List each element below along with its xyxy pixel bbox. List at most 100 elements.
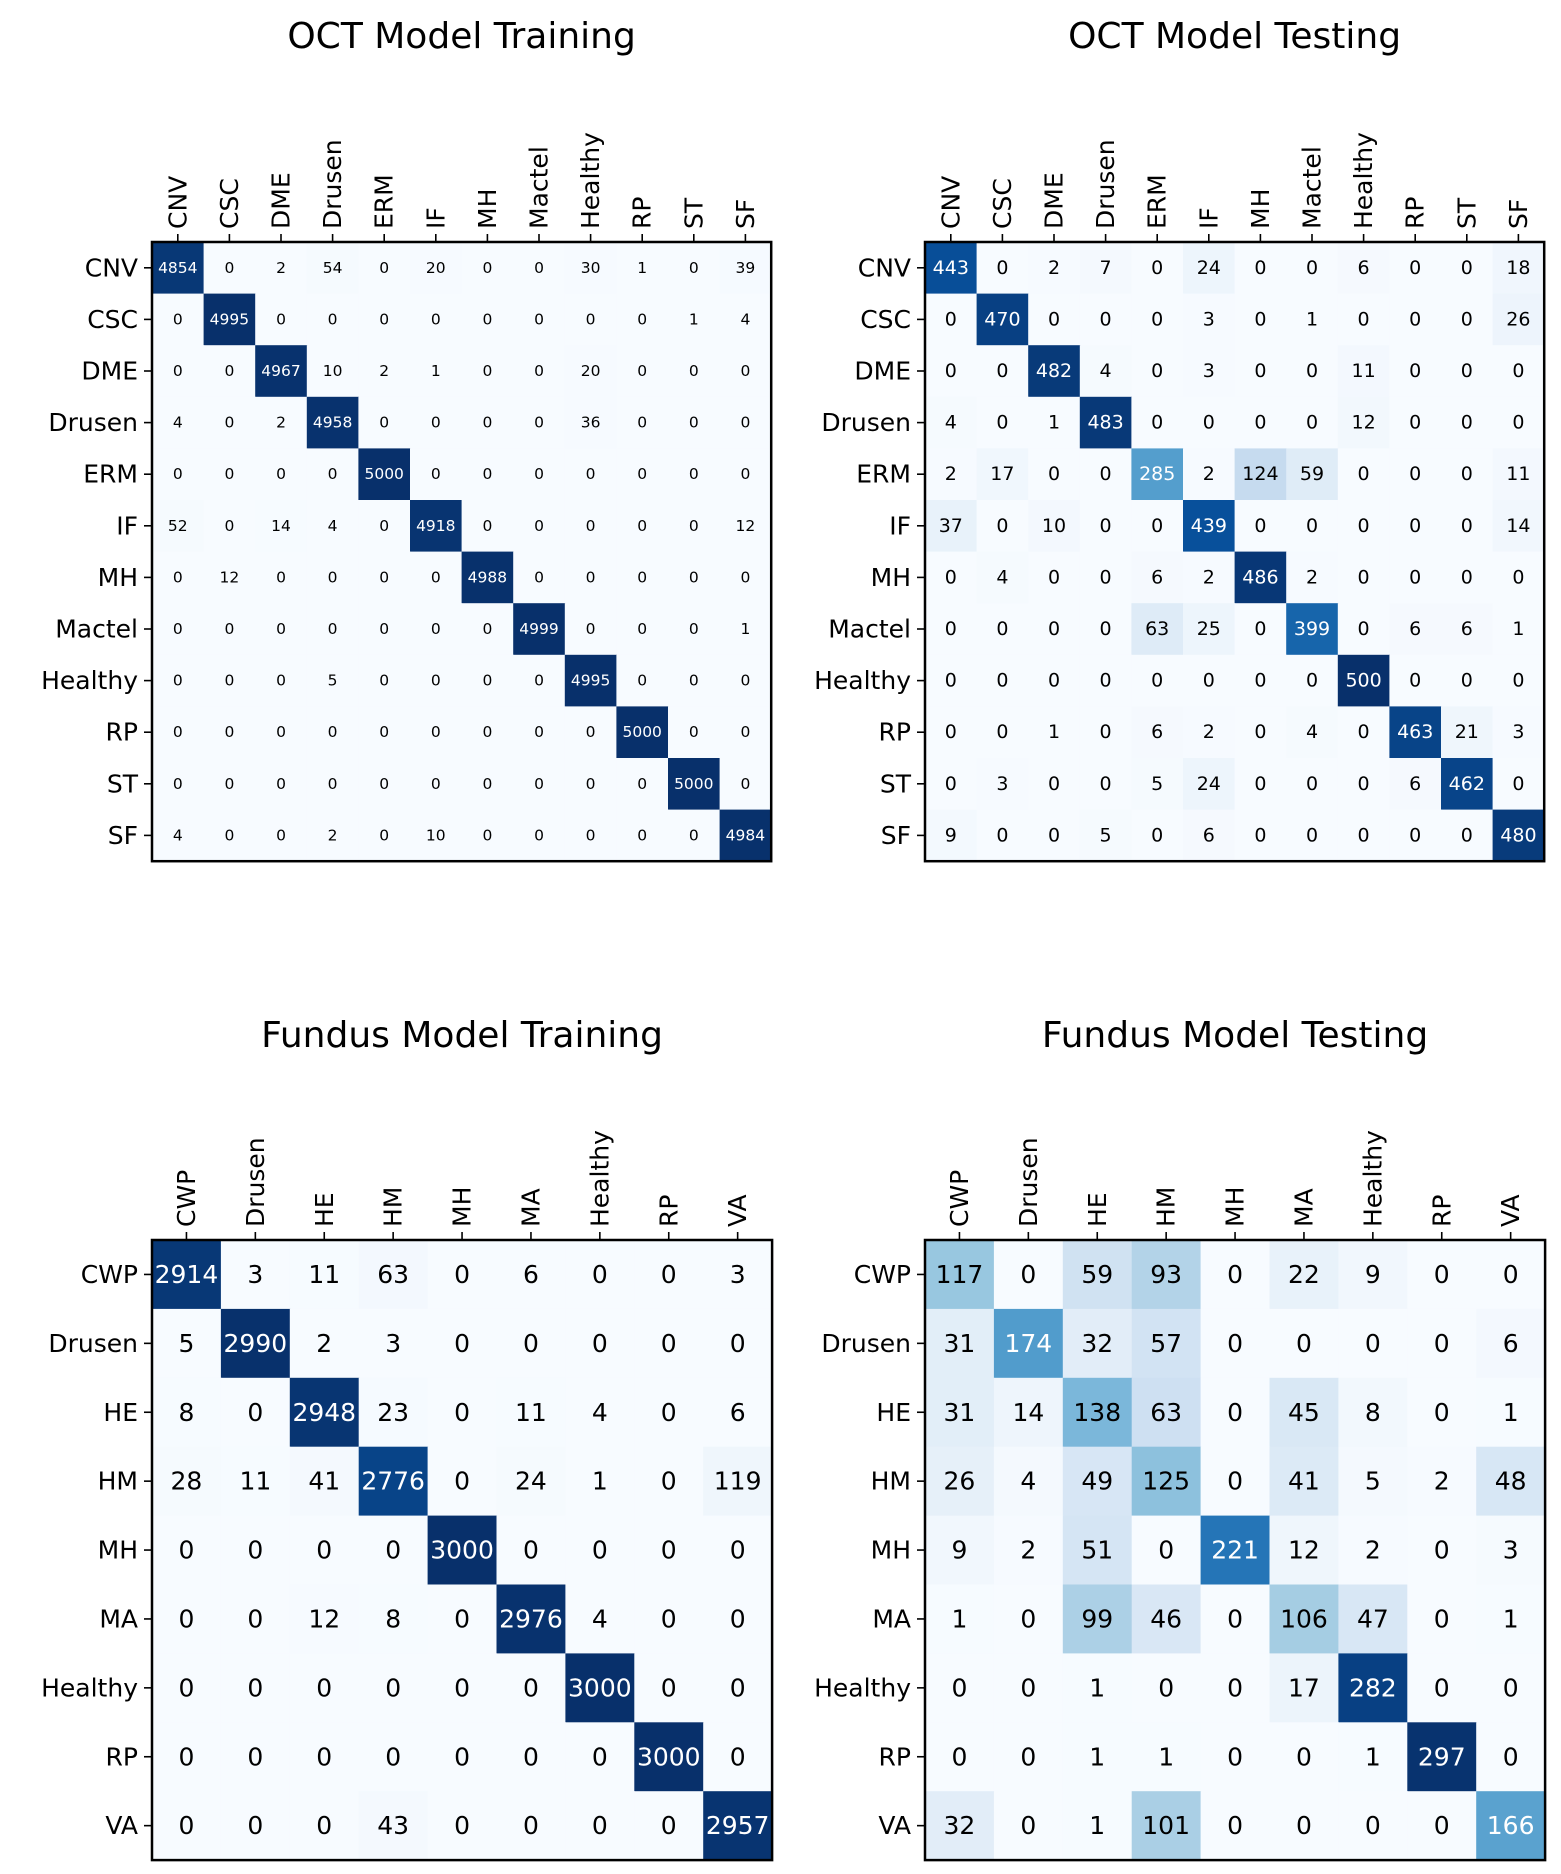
column-label: Drusen xyxy=(1091,139,1120,229)
matrix-cell xyxy=(1441,551,1494,604)
matrix-cell xyxy=(410,758,463,811)
matrix-cell xyxy=(410,345,463,398)
cell-value-label: 221 xyxy=(1211,1536,1259,1565)
matrix-cell xyxy=(1269,1240,1339,1310)
matrix-cell xyxy=(1234,551,1287,604)
cell-value-label: 3 xyxy=(730,1260,746,1289)
cell-value-label: 0 xyxy=(328,620,338,638)
matrix-cell xyxy=(289,1446,360,1517)
cell-value-label: 63 xyxy=(1145,618,1169,640)
matrix-cell xyxy=(616,345,669,398)
matrix-cell xyxy=(1407,1584,1477,1654)
cell-value-label: 483 xyxy=(1087,412,1123,434)
matrix-cell xyxy=(1338,1791,1408,1861)
matrix-cell xyxy=(1337,654,1390,707)
matrix-cell xyxy=(1492,448,1545,501)
cell-value-label: 1 xyxy=(1089,1742,1105,1771)
matrix-frame xyxy=(150,240,773,863)
row-label: MH xyxy=(871,1536,911,1565)
matrix-cell xyxy=(993,1308,1064,1379)
column-label: MH xyxy=(473,189,502,229)
matrix-cell xyxy=(1338,1722,1408,1792)
cell-value-label: 31 xyxy=(944,1398,976,1427)
matrix-cell xyxy=(634,1722,704,1792)
matrix-cell xyxy=(358,1722,429,1792)
matrix-cell xyxy=(1234,654,1287,707)
matrix-cell xyxy=(719,654,772,707)
matrix-cell xyxy=(1062,1584,1133,1654)
matrix-cell xyxy=(152,1722,222,1792)
matrix-cell xyxy=(152,1240,222,1310)
matrix-cell xyxy=(152,293,205,346)
matrix-cell xyxy=(358,654,411,707)
matrix-cell xyxy=(925,1722,995,1792)
matrix-cell xyxy=(1337,758,1390,811)
matrix-cell xyxy=(1062,1722,1133,1792)
cell-value-label: 0 xyxy=(1409,670,1421,692)
cell-value-label: 0 xyxy=(661,1467,677,1496)
cell-value-label: 0 xyxy=(178,1742,194,1771)
matrix-cell xyxy=(1441,706,1494,759)
matrix-cell xyxy=(1234,706,1287,759)
cell-value-label: 59 xyxy=(1081,1260,1113,1289)
cell-value-label: 0 xyxy=(454,1467,470,1496)
matrix-cell xyxy=(203,293,256,346)
cell-value-label: 0 xyxy=(482,672,492,690)
matrix-cell xyxy=(1286,500,1339,553)
cell-value-label: 0 xyxy=(1020,1742,1036,1771)
cell-value-label: 5 xyxy=(1151,773,1163,795)
matrix-cell xyxy=(203,654,256,707)
matrix-cell xyxy=(1476,1791,1546,1861)
cell-value-label: 0 xyxy=(1254,515,1266,537)
cell-value-label: 6 xyxy=(1151,721,1163,743)
matrix-cell xyxy=(1337,706,1390,759)
cell-value-label: 0 xyxy=(1227,1742,1243,1771)
matrix-cell xyxy=(616,293,669,346)
row-label: Healthy xyxy=(814,1673,911,1702)
cell-value-label: 0 xyxy=(224,517,234,535)
matrix-cell xyxy=(925,809,978,862)
cell-value-label: 0 xyxy=(689,672,699,690)
cell-value-label: 0 xyxy=(1512,773,1524,795)
cell-value-label: 117 xyxy=(936,1260,984,1289)
matrix-cell xyxy=(410,293,463,346)
column-label: MH xyxy=(448,1187,477,1227)
cell-value-label: 43 xyxy=(377,1811,409,1840)
matrix-cell xyxy=(1407,1722,1477,1792)
matrix-cell xyxy=(220,1722,291,1792)
column-label: HE xyxy=(1083,1192,1112,1227)
cell-value-label: 0 xyxy=(224,775,234,793)
cell-value-label: 5 xyxy=(178,1329,194,1358)
cell-value-label: 2 xyxy=(945,463,957,485)
cell-value-label: 0 xyxy=(1306,412,1318,434)
chart-title: OCT Model Training xyxy=(287,16,636,57)
cell-value-label: 0 xyxy=(534,775,544,793)
cell-value-label: 2 xyxy=(1203,463,1215,485)
matrix-cell xyxy=(1183,706,1236,759)
cell-value-label: 0 xyxy=(586,310,596,328)
matrix-cell xyxy=(1269,1722,1339,1792)
matrix-cell xyxy=(1476,1515,1546,1586)
cell-value-label: 0 xyxy=(1461,670,1473,692)
matrix-cell xyxy=(1131,1722,1202,1792)
matrix-cell xyxy=(634,1240,704,1310)
cell-value-label: 0 xyxy=(689,826,699,844)
matrix-cell xyxy=(1131,1791,1202,1861)
matrix-cell xyxy=(1200,1446,1271,1517)
matrix-cell xyxy=(152,345,205,398)
cell-value-label: 0 xyxy=(1461,360,1473,382)
matrix-cell xyxy=(255,345,308,398)
cell-value-label: 0 xyxy=(996,824,1008,846)
cell-value-label: 1 xyxy=(1365,1742,1381,1771)
cell-value-label: 0 xyxy=(740,723,750,741)
cell-value-label: 32 xyxy=(944,1811,976,1840)
matrix-cell xyxy=(496,1377,566,1448)
matrix-cell xyxy=(1407,1791,1477,1861)
matrix-cell xyxy=(703,1446,773,1517)
matrix-cell xyxy=(668,293,721,346)
matrix-cell xyxy=(634,1308,704,1379)
row-label: RP xyxy=(879,718,911,747)
matrix-cell xyxy=(616,242,669,295)
matrix-cell xyxy=(513,293,566,346)
cell-value-label: 0 xyxy=(1020,1673,1036,1702)
